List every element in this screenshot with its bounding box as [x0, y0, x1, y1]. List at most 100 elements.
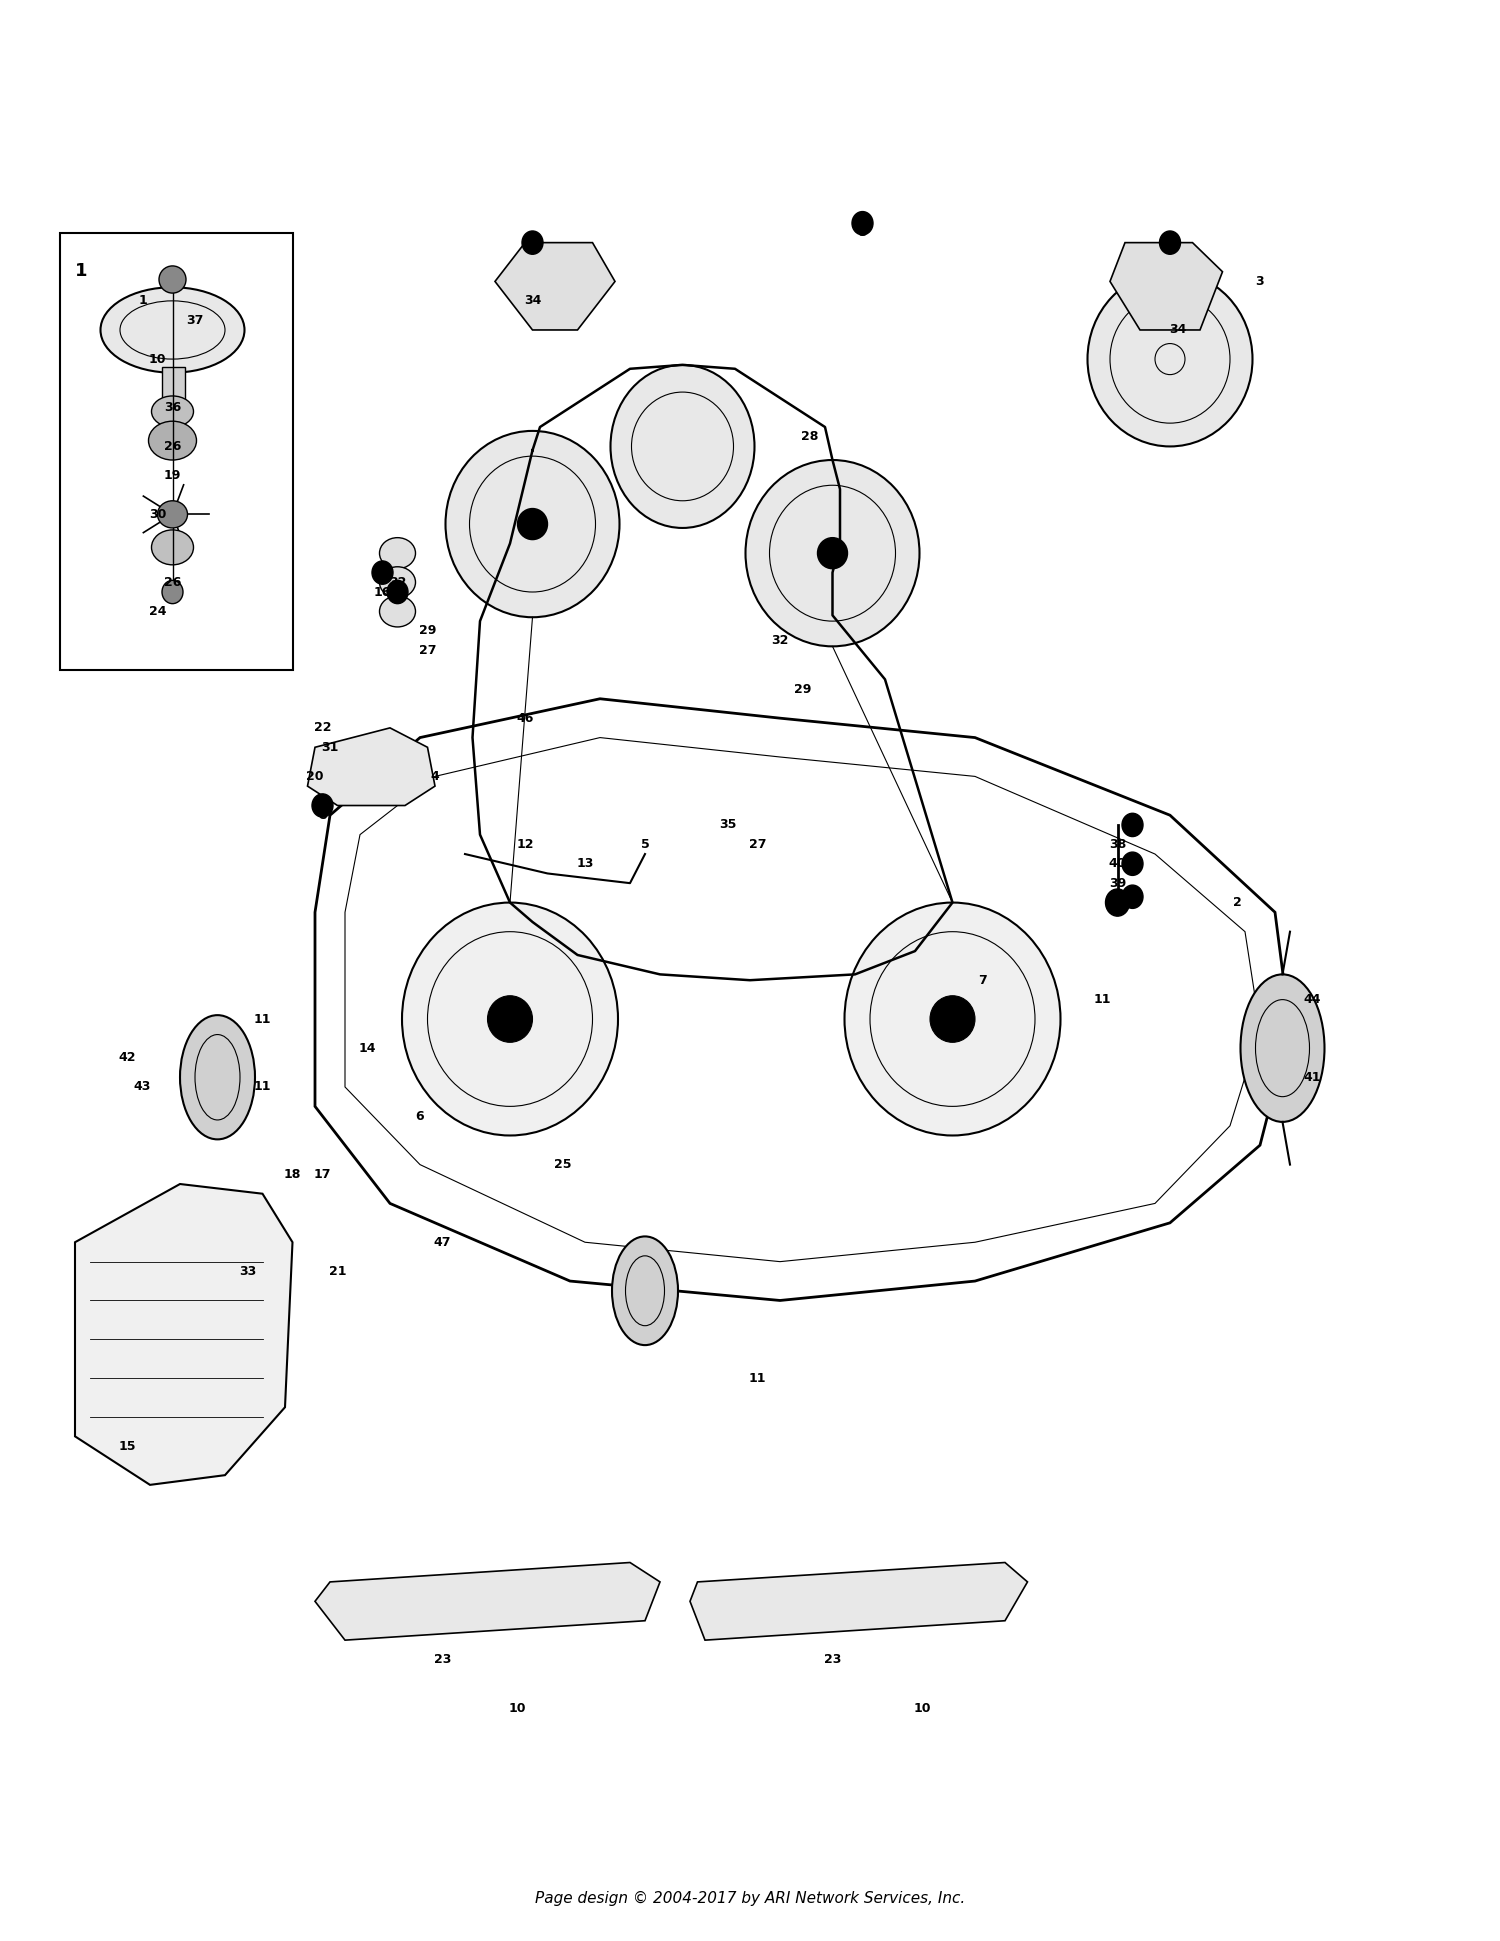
Text: 22: 22	[314, 722, 332, 734]
Ellipse shape	[852, 212, 873, 235]
Text: 12: 12	[516, 839, 534, 850]
Text: 19: 19	[164, 470, 182, 481]
Text: 38: 38	[1108, 839, 1126, 850]
Text: 27: 27	[748, 839, 766, 850]
Text: Page design © 2004-2017 by ARI Network Services, Inc.: Page design © 2004-2017 by ARI Network S…	[536, 1891, 964, 1906]
Text: 31: 31	[321, 741, 339, 753]
Ellipse shape	[380, 538, 416, 569]
Ellipse shape	[488, 996, 532, 1042]
Polygon shape	[1110, 243, 1222, 330]
Text: 30: 30	[148, 509, 166, 520]
Ellipse shape	[1122, 852, 1143, 875]
Ellipse shape	[844, 903, 1060, 1135]
Ellipse shape	[1122, 813, 1143, 837]
Polygon shape	[315, 1563, 660, 1640]
Ellipse shape	[818, 538, 848, 569]
Text: 8: 8	[318, 809, 327, 821]
Text: 11: 11	[748, 1372, 766, 1384]
Text: 29: 29	[419, 625, 436, 637]
Text: 43: 43	[134, 1081, 152, 1093]
Text: 6: 6	[416, 1110, 424, 1122]
Text: 27: 27	[419, 644, 436, 656]
Text: 23: 23	[824, 1654, 842, 1665]
Text: ARI: ARI	[591, 889, 909, 1052]
Ellipse shape	[100, 287, 244, 373]
Text: 29: 29	[794, 683, 812, 695]
Ellipse shape	[1088, 272, 1252, 446]
Text: 41: 41	[1304, 1071, 1322, 1083]
Ellipse shape	[162, 580, 183, 604]
Ellipse shape	[402, 903, 618, 1135]
Text: 11: 11	[1094, 994, 1112, 1005]
Ellipse shape	[158, 501, 188, 528]
Polygon shape	[315, 699, 1290, 1300]
Text: 32: 32	[771, 635, 789, 646]
Text: 34: 34	[524, 295, 542, 307]
Text: 18: 18	[284, 1168, 302, 1180]
Text: 44: 44	[1304, 994, 1322, 1005]
Ellipse shape	[518, 509, 548, 540]
Text: 45: 45	[374, 567, 392, 578]
Polygon shape	[308, 728, 435, 806]
Text: 16: 16	[374, 586, 392, 598]
Ellipse shape	[372, 561, 393, 584]
Text: 11: 11	[254, 1081, 272, 1093]
Bar	[60, 233, 292, 670]
Text: 13: 13	[576, 858, 594, 870]
Text: 10: 10	[914, 1702, 932, 1714]
Ellipse shape	[1122, 885, 1143, 908]
Ellipse shape	[1160, 231, 1180, 254]
Text: 33: 33	[238, 1266, 256, 1277]
Text: 1: 1	[75, 262, 87, 280]
Text: 32: 32	[388, 576, 406, 588]
Text: 5: 5	[640, 839, 650, 850]
Text: 23: 23	[433, 1654, 451, 1665]
Ellipse shape	[522, 231, 543, 254]
Ellipse shape	[152, 396, 194, 427]
Text: 47: 47	[433, 1236, 451, 1248]
Text: 10: 10	[148, 353, 166, 365]
Text: 3: 3	[858, 227, 867, 239]
Ellipse shape	[148, 421, 196, 460]
Ellipse shape	[610, 365, 754, 528]
Text: 42: 42	[118, 1052, 136, 1064]
Text: 35: 35	[718, 819, 736, 831]
Text: 3: 3	[1256, 276, 1264, 287]
Ellipse shape	[746, 460, 920, 646]
Text: 39: 39	[1108, 877, 1126, 889]
Text: 15: 15	[118, 1440, 136, 1452]
Polygon shape	[495, 243, 615, 330]
Text: 26: 26	[164, 441, 182, 452]
Text: 36: 36	[164, 402, 182, 413]
Text: 21: 21	[328, 1266, 346, 1277]
Text: 46: 46	[516, 712, 534, 724]
Ellipse shape	[380, 596, 416, 627]
Ellipse shape	[612, 1236, 678, 1345]
Ellipse shape	[159, 266, 186, 293]
Text: 20: 20	[306, 771, 324, 782]
Text: 2: 2	[1233, 897, 1242, 908]
Text: 4: 4	[430, 771, 439, 782]
Text: 7: 7	[978, 974, 987, 986]
Text: 28: 28	[801, 431, 819, 443]
Ellipse shape	[152, 530, 194, 565]
Text: 14: 14	[358, 1042, 376, 1054]
Text: 11: 11	[254, 1013, 272, 1025]
Ellipse shape	[1240, 974, 1324, 1122]
Text: 34: 34	[1168, 324, 1186, 336]
Text: 24: 24	[148, 606, 166, 617]
Text: 37: 37	[186, 314, 204, 326]
Ellipse shape	[387, 580, 408, 604]
Ellipse shape	[312, 794, 333, 817]
Ellipse shape	[446, 431, 620, 617]
Text: 40: 40	[1108, 858, 1126, 870]
Text: 10: 10	[509, 1702, 526, 1714]
Polygon shape	[690, 1563, 1028, 1640]
Ellipse shape	[180, 1015, 255, 1139]
Text: 25: 25	[554, 1159, 572, 1170]
Text: 26: 26	[164, 576, 182, 588]
Ellipse shape	[1106, 889, 1130, 916]
Bar	[162, 367, 184, 402]
Ellipse shape	[380, 567, 416, 598]
Text: 1: 1	[138, 295, 147, 307]
